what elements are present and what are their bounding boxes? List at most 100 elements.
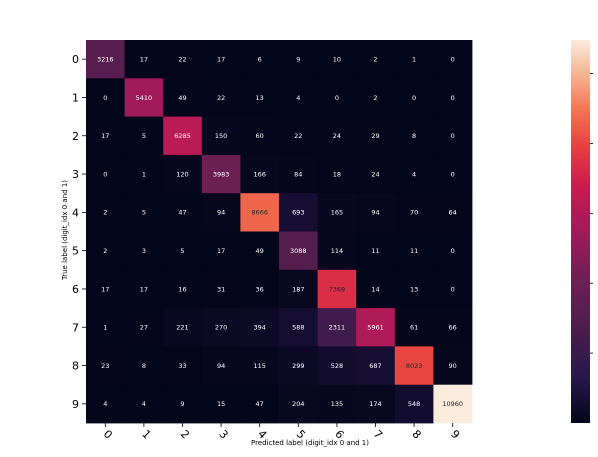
heatmap-cell-value: 0 (103, 94, 107, 102)
heatmap-cell-value: 187 (292, 285, 304, 293)
heatmap-cell-value: 174 (369, 400, 381, 408)
heatmap-cell-value: 2 (103, 247, 107, 255)
heatmap-cell-value: 0 (412, 94, 416, 102)
heatmap-cell (317, 269, 357, 309)
heatmap-cell-value: 10960 (442, 400, 463, 408)
heatmap-cell (163, 384, 203, 424)
heatmap-cell (356, 154, 396, 194)
heatmap-cell (394, 384, 434, 424)
x-tick-label: 7 (371, 427, 385, 441)
x-tick-label: 2 (178, 427, 192, 441)
heatmap-cell (201, 346, 241, 386)
heatmap-cell (163, 116, 203, 156)
heatmap-cell-value: 3 (142, 247, 146, 255)
heatmap-cell (201, 193, 241, 232)
heatmap-cell (394, 231, 434, 271)
heatmap-cell-value: 0 (103, 170, 107, 178)
heatmap-cell-value: 24 (333, 132, 341, 140)
heatmap-cell-value: 11 (371, 247, 379, 255)
heatmap-cell-value: 120 (176, 170, 188, 178)
heatmap-cell (86, 116, 125, 156)
heatmap-cell (240, 116, 280, 156)
heatmap-cell (163, 78, 203, 117)
heatmap-cell-value: 33 (178, 362, 186, 370)
heatmap-cell-value: 17 (140, 55, 148, 63)
heatmap-cell-value: 8 (412, 132, 416, 140)
heatmap-cell (201, 78, 241, 117)
heatmap-cell (124, 78, 164, 117)
heatmap-cell (279, 193, 318, 232)
heatmap-cell-value: 6285 (174, 132, 191, 140)
heatmap-cell-value: 49 (178, 94, 186, 102)
heatmap-cell-value: 29 (371, 132, 379, 140)
heatmap-cell-value: 135 (331, 400, 343, 408)
heatmap-cell (433, 346, 473, 386)
heatmap-cell-value: 2311 (329, 324, 346, 332)
heatmap-cell (394, 154, 434, 194)
heatmap-cell (240, 231, 280, 271)
heatmap-cell (201, 269, 241, 309)
heatmap-cell (317, 154, 357, 194)
heatmap-cell (86, 231, 125, 271)
heatmap-cell-value: 47 (256, 400, 264, 408)
heatmap-cell-value: 0 (335, 94, 339, 102)
heatmap-cell (279, 78, 318, 117)
heatmap-cell (433, 269, 473, 309)
heatmap-cell (317, 384, 357, 424)
y-tick-label: 3 (72, 168, 79, 181)
heatmap-cell (163, 193, 203, 232)
heatmap-cell (279, 346, 318, 386)
heatmap-cell (240, 308, 280, 347)
heatmap-cell-value: 11 (410, 247, 418, 255)
heatmap-cell (124, 384, 164, 424)
heatmap-cell-value: 5 (142, 209, 146, 217)
heatmap-cell (433, 308, 473, 347)
heatmap-cell-value: 5 (180, 247, 184, 255)
colorbar (571, 40, 590, 423)
heatmap-cell-value: 8666 (251, 209, 268, 217)
heatmap-cell-value: 10 (333, 55, 341, 63)
x-tick-label: 9 (448, 427, 462, 441)
heatmap-cell (124, 269, 164, 309)
heatmap-cell (240, 78, 280, 117)
heatmap-cell-value: 27 (140, 324, 148, 332)
heatmap-cell (201, 308, 241, 347)
heatmap-cell (394, 269, 434, 309)
heatmap-cell-value: 90 (449, 362, 457, 370)
heatmap-cell-value: 5961 (367, 324, 384, 332)
heatmap-cell-value: 2 (103, 209, 107, 217)
heatmap-cell (163, 40, 203, 79)
heatmap-cell (86, 193, 125, 232)
heatmap-cell (201, 154, 241, 194)
heatmap-cell-value: 70 (410, 209, 418, 217)
heatmap-cell (163, 269, 203, 309)
x-tick-label: 3 (217, 427, 231, 441)
heatmap-cell-value: 94 (371, 209, 379, 217)
heatmap-cell (163, 346, 203, 386)
heatmap-cell (124, 193, 164, 232)
heatmap-cell-value: 49 (256, 247, 264, 255)
heatmap-cell (163, 231, 203, 271)
heatmap-cell-value: 165 (331, 209, 343, 217)
y-tick-label: 1 (72, 91, 79, 104)
y-tick-label: 8 (72, 360, 79, 373)
heatmap-cell (279, 231, 318, 271)
heatmap-cell-value: 394 (253, 324, 265, 332)
heatmap-cell-value: 2 (373, 94, 377, 102)
heatmap-cell (86, 78, 125, 117)
heatmap-cell (317, 40, 357, 79)
heatmap-cell-value: 221 (176, 324, 188, 332)
heatmap-cell (240, 346, 280, 386)
heatmap-cell (317, 116, 357, 156)
heatmap-cell-value: 14 (371, 285, 379, 293)
y-axis-ticks: 0 1 2 3 4 5 6 7 8 9 (72, 53, 86, 411)
heatmap-cell (279, 384, 318, 424)
heatmap-cell-value: 548 (408, 400, 420, 408)
heatmap-cell-value: 693 (292, 209, 304, 217)
heatmap-cell-value: 9 (180, 400, 184, 408)
heatmap-cell (124, 40, 164, 79)
heatmap-cell (279, 154, 318, 194)
heatmap-cell (356, 384, 396, 424)
heatmap-cell-value: 17 (101, 132, 109, 140)
heatmap-cell (163, 308, 203, 347)
